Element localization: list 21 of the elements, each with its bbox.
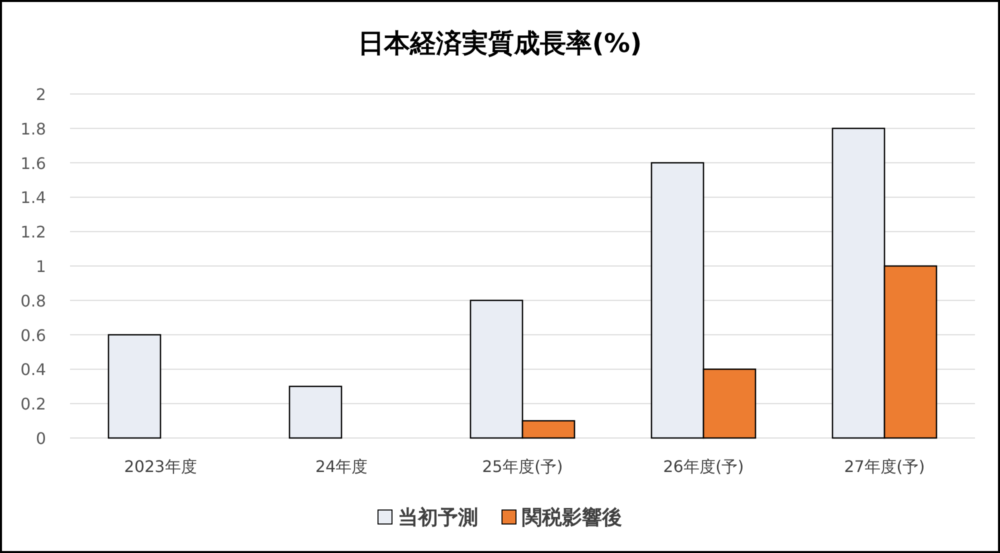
x-tick-label: 26年度(予): [663, 457, 744, 476]
bar: [108, 334, 162, 439]
legend-label: 当初予測: [398, 505, 478, 529]
y-tick-label: 1.4: [20, 188, 46, 208]
x-tick-label: 2023年度: [124, 457, 197, 476]
y-tick-label: 0.6: [20, 326, 46, 345]
y-tick-label: 0: [36, 429, 46, 448]
x-tick-label: 25年度(予): [482, 457, 563, 476]
y-tick-label: 1.2: [20, 222, 46, 242]
y-tick-label: 1: [36, 257, 46, 276]
y-tick-label: 0.8: [20, 291, 46, 310]
y-tick-label: 1.8: [20, 119, 46, 138]
bar: [288, 386, 342, 439]
y-tick-label: 0.4: [20, 360, 46, 380]
x-tick-label: 27年度(予): [844, 457, 925, 476]
legend-label: 関税影響後: [522, 505, 622, 529]
x-tick-label: 24年度: [315, 457, 368, 476]
y-tick-label: 1.6: [20, 154, 46, 173]
y-tick-label: 2: [36, 85, 46, 104]
chart-title: 日本経済実質成長率(%): [358, 29, 642, 59]
y-tick-label: 0.2: [20, 394, 46, 414]
